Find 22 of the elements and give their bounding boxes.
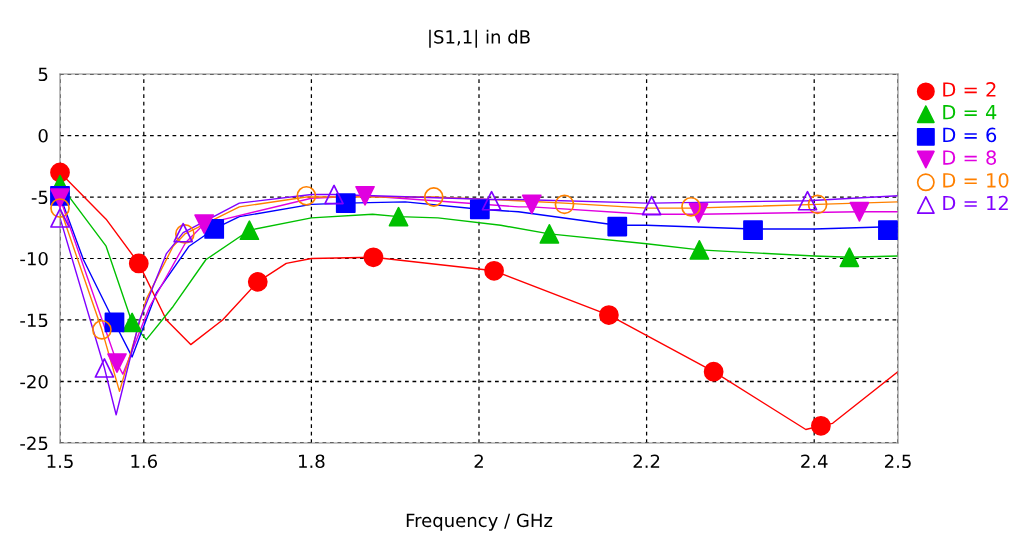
x-tick-label: 1.6 [131, 454, 158, 469]
x-tick-label: 2.2 [633, 454, 660, 468]
y-tick-label: 0 [38, 128, 48, 143]
x-tick-label: 2.5 [884, 454, 911, 469]
legend-label: D = 2 [943, 82, 996, 97]
legend-label: D = 10 [943, 172, 1009, 188]
legend-label: D = 6 [943, 127, 997, 143]
legend-label: D = 12 [943, 195, 1008, 211]
x-tick-label: 1.8 [299, 454, 325, 469]
y-tick-label: -20 [20, 374, 48, 389]
x-tick-label: 2.4 [801, 454, 828, 468]
chart-title: |S1,1| in dB [429, 29, 530, 48]
y-tick-label: -25 [20, 436, 48, 451]
x-tick-label: 2 [474, 454, 483, 468]
y-tick-label: -5 [31, 190, 48, 205]
y-tick-label: -15 [20, 313, 48, 328]
y-tick-label: 5 [38, 67, 48, 82]
y-tick-label: -10 [20, 251, 48, 266]
x-axis-title: Frequency / GHz [406, 513, 553, 531]
legend-label: D = 4 [943, 105, 997, 120]
x-tick-label: 1.5 [47, 454, 73, 469]
legend-label: D = 8 [943, 150, 997, 165]
